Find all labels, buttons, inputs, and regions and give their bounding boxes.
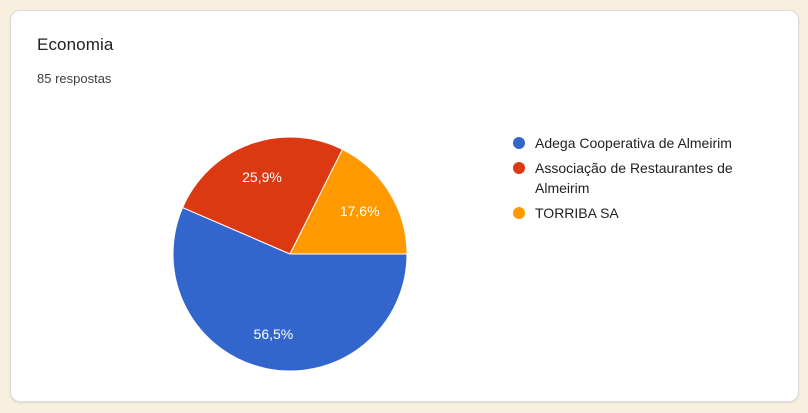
legend-label: Associação de Restaurantes de Almeirim	[535, 160, 733, 196]
legend-item: TORRIBA SA	[513, 203, 775, 223]
chart-legend: Adega Cooperativa de Almeirim Associação…	[513, 133, 775, 228]
pie-slice-2[interactable]	[182, 137, 343, 255]
legend-label: TORRIBA SA	[535, 205, 619, 221]
question-title: Economia	[37, 35, 114, 54]
pie-chart[interactable]: 56,5% 25,9% 17,6%	[173, 137, 407, 371]
legend-dot-icon	[513, 207, 525, 219]
legend-item: Adega Cooperativa de Almeirim	[513, 133, 775, 153]
pie-slice-1[interactable]	[173, 207, 407, 371]
pie-slice-3[interactable]	[289, 148, 407, 255]
legend-dot-icon	[513, 137, 525, 149]
legend-dot-icon	[513, 162, 525, 174]
responses-count: 85 respostas	[37, 71, 112, 86]
pie-chart-svg[interactable]	[173, 137, 407, 371]
legend-item: Associação de Restaurantes de Almeirim	[513, 158, 775, 198]
legend-label: Adega Cooperativa de Almeirim	[535, 135, 732, 151]
question-summary-card: Economia 85 respostas 56,5% 25,9% 17,6% Ad…	[10, 10, 799, 402]
